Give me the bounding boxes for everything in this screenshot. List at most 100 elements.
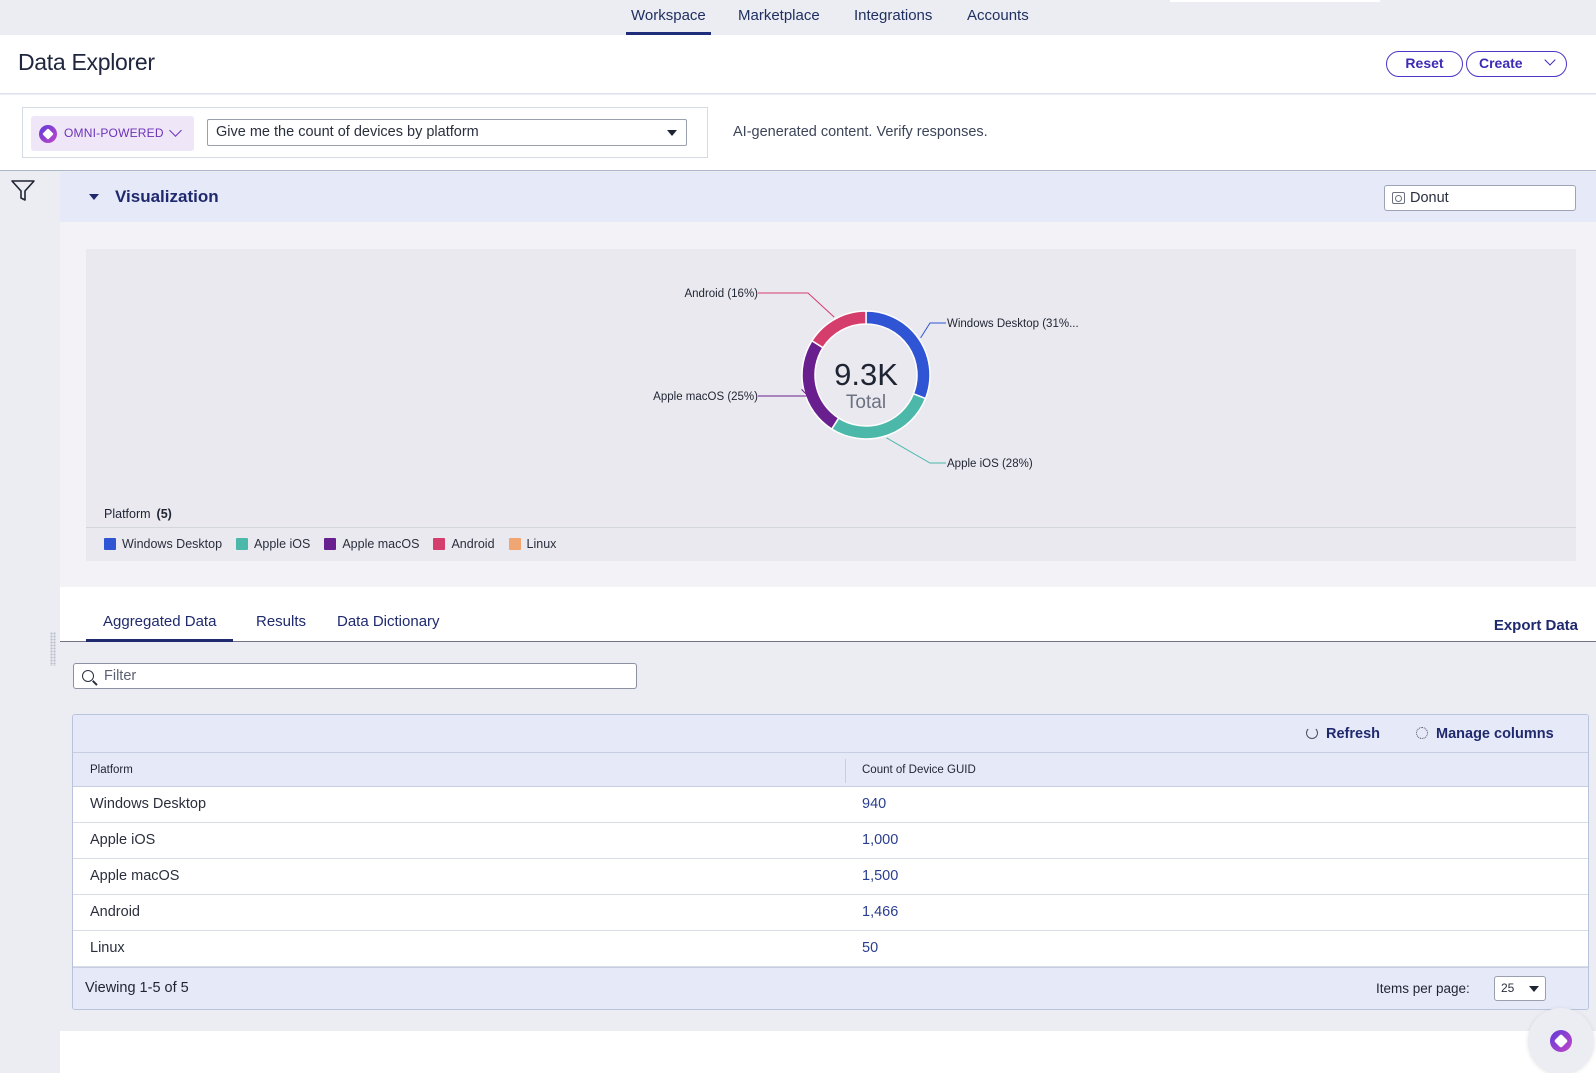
slice-label-android: Android (16%) (684, 288, 758, 300)
query-bar: OMNI-POWERED Give me the count of device… (0, 95, 1596, 171)
cell-count[interactable]: 1,466 (862, 904, 899, 920)
table-header: Platform Count of Device GUID (73, 753, 1588, 787)
ai-assistant-button[interactable] (1528, 1008, 1594, 1073)
chart-type-label: Donut (1410, 190, 1449, 206)
caret-down-icon (667, 130, 677, 136)
tab-workspace[interactable]: Workspace (626, 0, 711, 35)
pagination-status: Viewing 1-5 of 5 (85, 980, 189, 996)
legend-swatch (236, 538, 249, 550)
legend-title-text: Platform (104, 507, 151, 521)
tab-accounts[interactable]: Accounts (967, 7, 1029, 24)
column-header-count[interactable]: Count of Device GUID (862, 764, 976, 776)
reset-button[interactable]: Reset (1386, 51, 1463, 77)
caret-down-icon (1529, 986, 1539, 992)
cell-platform: Apple iOS (90, 832, 156, 848)
collapse-caret-icon[interactable] (89, 194, 99, 200)
legend-label: Android (451, 537, 495, 551)
slice-label-ios: Apple iOS (28%) (947, 458, 1033, 470)
chart-icon (1392, 192, 1405, 204)
filter-input[interactable] (104, 666, 624, 686)
cell-count[interactable]: 1,000 (862, 832, 899, 848)
table-row[interactable]: Apple iOS 1,000 (73, 823, 1588, 859)
ai-sparkle-icon (1550, 1030, 1572, 1052)
bottom-panel (60, 1031, 1596, 1073)
chart-type-select[interactable]: Donut (1384, 185, 1576, 211)
create-button-label: Create (1479, 55, 1523, 71)
leader-line (758, 389, 810, 397)
tab-data-dictionary[interactable]: Data Dictionary (337, 613, 440, 630)
tab-marketplace[interactable]: Marketplace (738, 7, 820, 24)
cell-count[interactable]: 50 (862, 940, 879, 956)
legend-item-windows-desktop[interactable]: Windows Desktop (104, 536, 222, 552)
create-button[interactable]: Create (1466, 51, 1567, 77)
chart-panel: 9.3K Total Windows Desktop (31%... Apple iO… (86, 249, 1576, 561)
top-accent-line (1170, 0, 1380, 2)
legend-item-android[interactable]: Android (433, 536, 495, 552)
legend-item-linux[interactable]: Linux (508, 536, 557, 552)
refresh-icon (1306, 727, 1318, 739)
page-header: Data Explorer Reset Create (0, 35, 1596, 94)
donut-slice-android (810, 310, 867, 349)
table-row[interactable]: Windows Desktop 940 (73, 787, 1588, 823)
tab-integrations[interactable]: Integrations (854, 7, 933, 24)
visualization-title: Visualization (115, 187, 219, 206)
table-row[interactable]: Linux 50 (73, 931, 1588, 967)
legend-item-apple-macos[interactable]: Apple macOS (324, 536, 419, 552)
top-nav: Workspace Marketplace Integrations Accou… (0, 0, 1596, 35)
legend-item-apple-ios[interactable]: Apple iOS (236, 536, 310, 552)
cell-platform: Linux (90, 940, 125, 956)
legend-title: Platform (5) (104, 507, 172, 521)
leader-line (920, 322, 946, 339)
cell-platform: Apple macOS (90, 868, 180, 884)
refresh-button[interactable]: Refresh (1306, 726, 1380, 742)
slice-label-macos: Apple macOS (25%) (653, 391, 758, 403)
chevron-down-icon (1544, 54, 1556, 66)
legend-label: Apple iOS (254, 537, 311, 551)
cell-count[interactable]: 1,500 (862, 868, 899, 884)
manage-columns-button[interactable]: Manage columns (1416, 726, 1554, 742)
legend-label: Linux (526, 537, 557, 551)
items-per-page-label: Items per page: (1376, 981, 1470, 996)
visualization-header: Visualization Donut (60, 172, 1596, 222)
export-data-button[interactable]: Export Data (1493, 617, 1578, 634)
legend-swatch (508, 538, 521, 550)
left-rail (0, 172, 60, 1073)
query-prompt-select[interactable]: Give me the count of devices by platform (207, 119, 687, 146)
cell-count[interactable]: 940 (862, 796, 887, 812)
data-area: Refresh Manage columns Platform Count of… (60, 643, 1596, 1031)
data-tabs: Aggregated Data Results Data Dictionary … (60, 587, 1596, 642)
legend-divider (86, 527, 1576, 528)
column-header-platform[interactable]: Platform (90, 764, 133, 776)
table-footer: Viewing 1-5 of 5 Items per page: 25 (73, 967, 1588, 1009)
page-title: Data Explorer (18, 49, 155, 75)
tab-aggregated-data[interactable]: Aggregated Data (86, 613, 234, 642)
leader-line (758, 292, 835, 318)
omni-mode-dropdown[interactable]: OMNI-POWERED (31, 116, 194, 151)
omni-mode-label: OMNI-POWERED (64, 126, 164, 140)
tab-results[interactable]: Results (256, 613, 307, 630)
table-row[interactable]: Apple macOS 1,500 (73, 859, 1588, 895)
ai-disclaimer: AI-generated content. Verify responses. (733, 124, 988, 140)
chart-legend: Windows Desktop Apple iOS Apple macOS An… (104, 536, 570, 552)
donut-center-label: Total (846, 392, 886, 413)
cell-platform: Android (90, 904, 140, 920)
table-row[interactable]: Android 1,466 (73, 895, 1588, 931)
items-per-page-value: 25 (1501, 981, 1515, 995)
gear-icon (1416, 727, 1428, 739)
filter-icon[interactable] (10, 178, 36, 204)
filter-field[interactable] (73, 663, 637, 689)
visualization-area: 9.3K Total Windows Desktop (31%... Apple iO… (60, 222, 1596, 587)
items-per-page-select[interactable]: 25 (1494, 976, 1546, 1001)
cell-platform: Windows Desktop (90, 796, 207, 812)
resize-handle[interactable] (50, 632, 56, 666)
search-icon (82, 670, 94, 682)
column-divider[interactable] (845, 759, 846, 783)
legend-count: (5) (156, 507, 172, 521)
legend-swatch (104, 538, 116, 550)
legend-label: Apple macOS (342, 537, 420, 551)
legend-swatch (433, 538, 446, 550)
leader-line (886, 437, 946, 464)
data-table: Refresh Manage columns Platform Count of… (72, 714, 1589, 1010)
ai-sparkle-icon (39, 125, 57, 143)
